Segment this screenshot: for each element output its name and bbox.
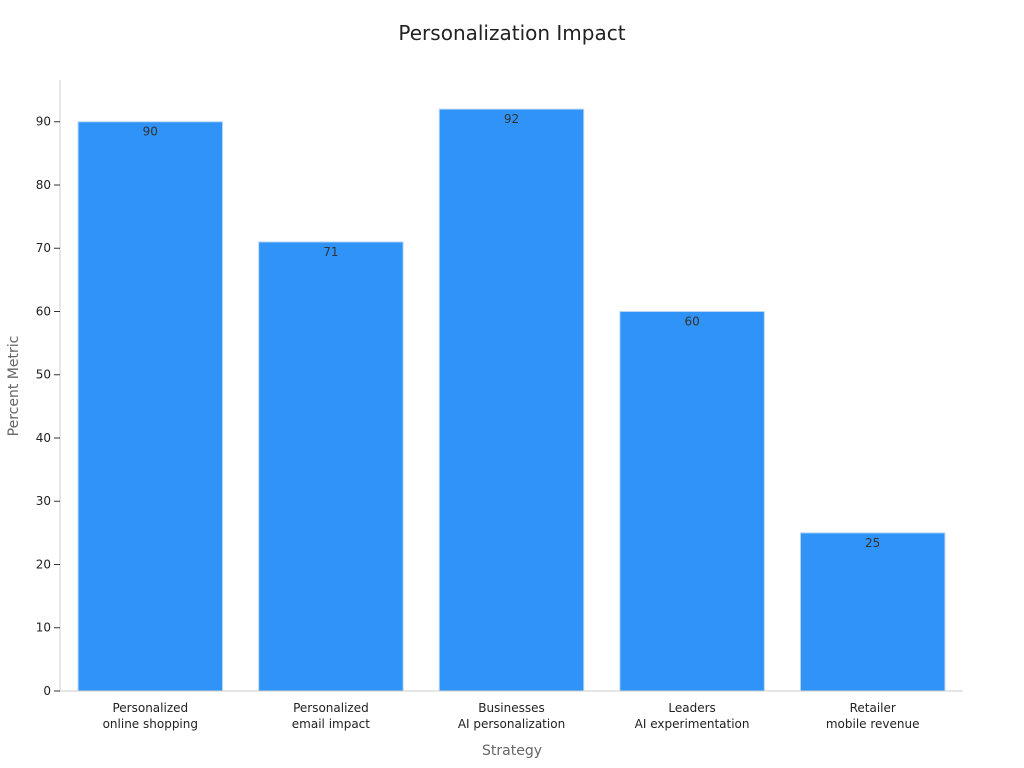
y-tick-label: 0 (43, 684, 51, 698)
bar (77, 121, 224, 692)
y-tick-label: 80 (36, 178, 51, 192)
bar-value-label: 60 (684, 314, 699, 328)
x-axis-title: Strategy (482, 743, 542, 759)
x-tick-label: Businesses AI personalization (458, 701, 565, 731)
x-tick-label: Personalized email impact (292, 701, 371, 731)
x-tick-label: Personalized online shopping (103, 701, 198, 731)
chart-title: Personalization Impact (398, 21, 625, 45)
y-tick-label: 40 (36, 431, 51, 445)
y-tick-label: 60 (36, 304, 51, 318)
y-tick-label: 50 (36, 368, 51, 382)
bar (799, 532, 946, 692)
bars-group (77, 108, 946, 692)
bar (438, 108, 585, 692)
y-tick-label: 30 (36, 494, 51, 508)
data-labels-group: 90 71 92 60 25 (143, 112, 881, 550)
y-ticks-group: 0 10 20 30 40 50 60 70 80 90 (36, 115, 60, 698)
y-axis-title: Percent Metric (6, 336, 22, 437)
x-labels-group: Personalized online shopping Personalized e… (103, 701, 920, 731)
bar-value-label: 71 (323, 245, 338, 259)
bar-value-label: 25 (865, 536, 880, 550)
x-tick-label: Leaders AI experimentation (635, 701, 750, 731)
y-tick-label: 90 (36, 115, 51, 129)
bar (258, 241, 404, 692)
x-tick-label: Retailer mobile revenue (826, 701, 920, 731)
bar-value-label: 92 (504, 112, 519, 126)
y-tick-label: 10 (36, 621, 51, 635)
y-tick-label: 70 (36, 241, 51, 255)
y-tick-label: 20 (36, 557, 51, 571)
bar (619, 310, 765, 692)
bar-value-label: 90 (143, 125, 158, 139)
